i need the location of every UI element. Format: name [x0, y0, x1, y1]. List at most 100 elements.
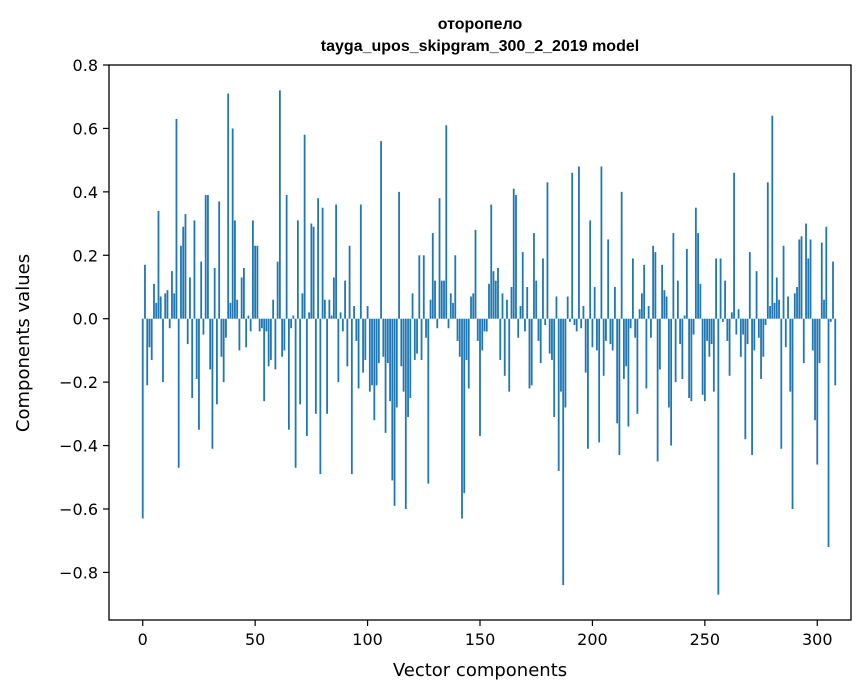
bar	[231, 128, 234, 319]
bar	[263, 318, 266, 402]
bar	[159, 296, 162, 319]
bar	[258, 318, 261, 332]
bar	[429, 299, 432, 319]
bar	[294, 318, 297, 468]
bar	[503, 318, 506, 376]
bar	[249, 318, 252, 332]
bar	[512, 188, 515, 319]
bar	[436, 318, 439, 329]
x-axis: 0 50 100 150 200 250 300	[138, 620, 833, 649]
bar	[402, 318, 405, 392]
bar	[216, 318, 218, 405]
bar	[605, 318, 607, 341]
bar	[200, 261, 203, 319]
bar	[596, 318, 598, 351]
bar	[793, 293, 796, 319]
bar	[578, 166, 580, 319]
bar	[818, 318, 821, 364]
bar	[575, 318, 578, 332]
y-tick-label: 0.6	[73, 119, 98, 138]
bar	[186, 318, 189, 345]
bar	[229, 302, 232, 319]
bar	[155, 302, 158, 319]
bar	[301, 293, 304, 319]
bar	[627, 318, 630, 427]
bar	[254, 245, 257, 319]
bar	[321, 207, 324, 319]
bar	[278, 90, 281, 319]
bar	[816, 318, 819, 465]
bar	[717, 318, 720, 595]
bar	[825, 226, 828, 319]
y-tick-label: 0.4	[73, 183, 98, 202]
bar	[305, 318, 308, 437]
bar	[557, 318, 560, 471]
bar	[634, 318, 637, 338]
bar	[710, 318, 713, 345]
bar	[483, 318, 486, 332]
bar	[476, 318, 479, 341]
bar	[784, 318, 787, 348]
bar	[346, 318, 349, 367]
bar	[769, 306, 771, 319]
bar	[703, 318, 706, 402]
bar	[323, 299, 326, 319]
bar	[670, 318, 673, 446]
bar	[573, 318, 576, 326]
bar	[683, 315, 686, 319]
bar	[171, 271, 173, 319]
bar	[580, 318, 583, 329]
bar	[582, 306, 585, 319]
bar	[447, 318, 450, 329]
bar	[269, 318, 272, 360]
bar	[330, 315, 333, 319]
bar	[391, 318, 394, 481]
bar	[395, 318, 398, 408]
bar	[427, 318, 430, 484]
bar	[290, 318, 293, 329]
bar	[191, 318, 194, 398]
bar	[153, 283, 155, 319]
bar	[400, 318, 403, 367]
bar	[209, 318, 212, 370]
bar	[564, 318, 567, 408]
bar	[184, 214, 187, 319]
x-tick-label: 0	[138, 630, 148, 649]
bar	[175, 118, 178, 319]
bar	[274, 318, 277, 370]
bar	[485, 318, 488, 332]
bar	[739, 318, 742, 357]
bar	[326, 318, 328, 414]
y-tick-label: 0.2	[73, 246, 98, 265]
bar	[528, 318, 531, 389]
bar	[222, 318, 225, 383]
bar	[685, 248, 688, 319]
bar	[506, 299, 508, 319]
bar	[515, 195, 517, 319]
bar	[780, 318, 783, 449]
bar	[472, 293, 475, 319]
bar	[479, 318, 481, 437]
bar	[562, 318, 565, 586]
bar	[679, 318, 682, 345]
bar	[699, 283, 702, 319]
bar	[398, 191, 400, 319]
x-tick-label: 100	[352, 630, 383, 649]
bar	[377, 318, 380, 364]
bar	[461, 318, 463, 519]
bar	[319, 318, 322, 475]
bar	[692, 318, 695, 335]
bar	[571, 172, 574, 319]
bar	[371, 318, 373, 386]
bar	[584, 318, 587, 373]
bar	[535, 280, 538, 319]
bars-group	[141, 90, 837, 595]
bar	[521, 252, 524, 319]
bar	[645, 318, 648, 389]
bar	[245, 318, 248, 348]
bar	[341, 318, 344, 332]
bar	[339, 312, 342, 319]
bar	[148, 318, 151, 348]
bar	[384, 318, 387, 433]
